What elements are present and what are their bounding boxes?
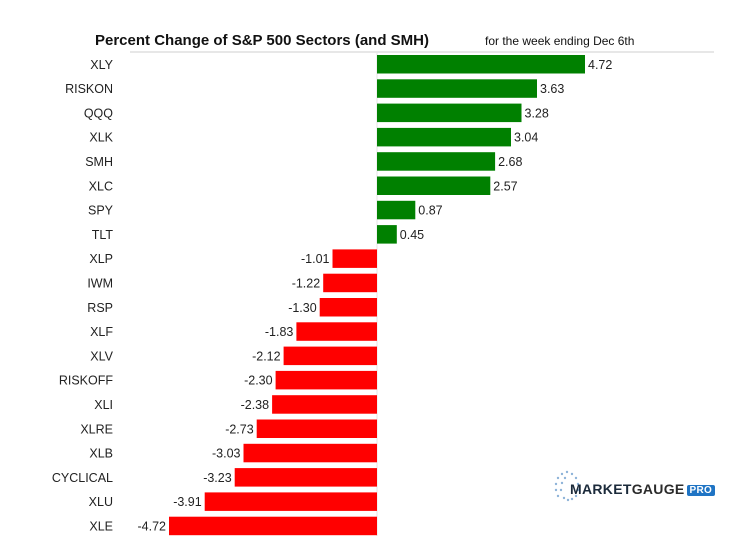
- category-label: XLE: [89, 520, 113, 534]
- marketgauge-logo: MARKETGAUGE PRO: [552, 466, 722, 510]
- bar-cyclical: [234, 468, 377, 487]
- bar-xlk: [377, 127, 511, 147]
- bar-xlc: [377, 176, 491, 195]
- value-label: 2.68: [498, 155, 522, 169]
- category-label: XLU: [89, 495, 113, 509]
- category-label: SPY: [88, 204, 114, 218]
- category-label: XLP: [89, 252, 113, 266]
- bars-layer: [169, 52, 585, 541]
- value-label: -2.12: [252, 349, 281, 363]
- value-label: -2.30: [244, 374, 273, 388]
- category-label: XLC: [89, 179, 113, 193]
- bar-smh: [377, 152, 496, 171]
- category-label: XLF: [90, 325, 113, 339]
- logo-pro-badge: PRO: [686, 485, 716, 496]
- category-label: TLT: [92, 228, 114, 242]
- bar-spy: [377, 200, 416, 220]
- value-label: -4.72: [138, 520, 167, 534]
- category-label: RISKON: [65, 82, 113, 96]
- bar-xlb: [243, 443, 377, 463]
- category-label: SMH: [85, 155, 113, 169]
- bar-rsp: [319, 298, 377, 317]
- value-label: 0.87: [418, 204, 442, 218]
- logo-brand-market: MARKET: [570, 481, 632, 497]
- value-label: -1.83: [265, 325, 294, 339]
- value-label: 2.57: [493, 179, 517, 193]
- logo-brand-gauge: GAUGE: [631, 481, 685, 497]
- category-label: IWM: [87, 277, 113, 291]
- bar-xli: [272, 395, 377, 414]
- value-label: -2.38: [241, 398, 270, 412]
- labels-layer: XLY 4.72 RISKON 3.63 QQQ 3.28 XLK 3.04 SMH 2.68 XL…: [52, 58, 613, 534]
- bar-xlf: [296, 322, 377, 341]
- bar-xlre: [256, 419, 377, 438]
- globe-icon: [554, 470, 580, 502]
- category-label: XLY: [90, 58, 113, 72]
- bar-riskoff: [275, 370, 377, 390]
- value-label: 0.45: [400, 228, 424, 242]
- bar-tlt: [377, 225, 397, 244]
- value-label: 3.28: [525, 106, 549, 120]
- value-label: -1.01: [301, 252, 330, 266]
- value-label: -3.03: [212, 447, 241, 461]
- category-label: XLB: [89, 447, 113, 461]
- bar-xlv: [283, 346, 377, 366]
- chart-title: Percent Change of S&P 500 Sectors (and S…: [95, 32, 429, 49]
- value-label: 3.04: [514, 131, 538, 145]
- bar-xlp: [332, 249, 377, 268]
- value-label: 3.63: [540, 82, 564, 96]
- value-label: -1.30: [288, 301, 317, 315]
- category-label: RISKOFF: [59, 374, 114, 388]
- bar-qqq: [377, 103, 522, 123]
- value-label: 4.72: [588, 58, 612, 72]
- category-label: XLI: [94, 398, 113, 412]
- bar-xle: [169, 516, 377, 536]
- chart-subtitle: for the week ending Dec 6th: [485, 34, 634, 48]
- category-label: QQQ: [84, 106, 113, 120]
- value-label: -3.91: [173, 495, 202, 509]
- value-label: -2.73: [225, 422, 254, 436]
- bar-iwm: [323, 273, 377, 293]
- bar-riskon: [377, 79, 537, 98]
- category-label: XLK: [89, 131, 113, 145]
- category-label: CYCLICAL: [52, 471, 113, 485]
- value-label: -3.23: [203, 471, 232, 485]
- category-label: RSP: [87, 301, 113, 315]
- bar-xly: [377, 55, 585, 74]
- category-label: XLV: [90, 349, 113, 363]
- value-label: -1.22: [292, 277, 321, 291]
- bar-xlu: [204, 492, 377, 511]
- category-label: XLRE: [80, 422, 113, 436]
